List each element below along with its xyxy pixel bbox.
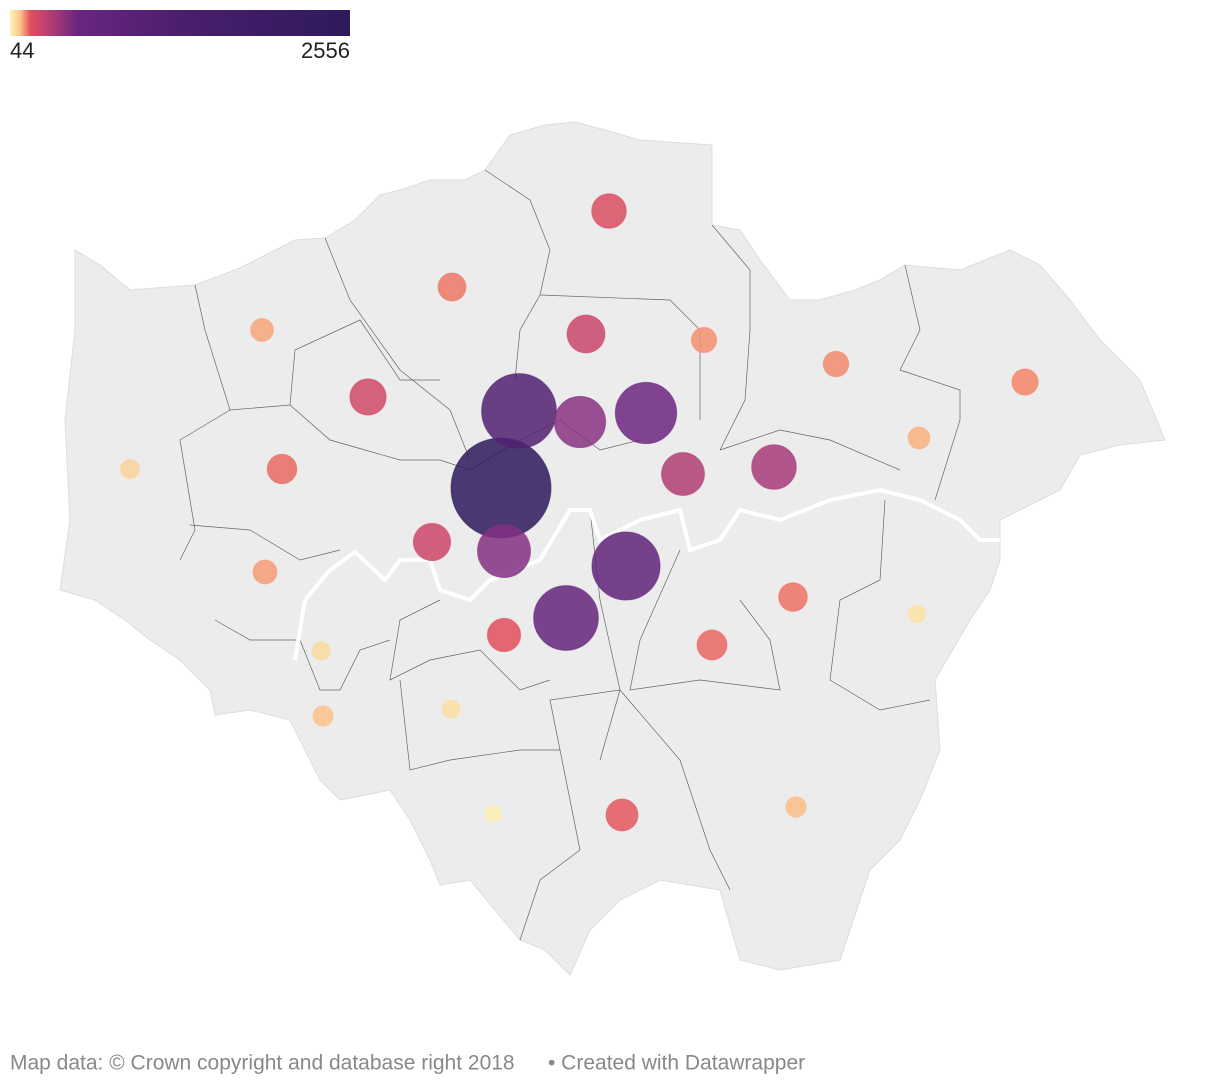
symbol	[822, 350, 850, 378]
symbol	[661, 452, 705, 496]
symbol	[690, 326, 718, 354]
symbol	[751, 444, 797, 490]
symbol	[553, 395, 607, 449]
footer-credit: • Created with Datawrapper	[548, 1052, 805, 1075]
symbol	[1011, 368, 1039, 396]
symbol	[441, 699, 461, 719]
symbol	[437, 272, 467, 302]
symbols	[120, 193, 1039, 832]
symbol	[250, 318, 274, 342]
symbol	[312, 705, 334, 727]
symbol	[252, 559, 278, 585]
symbol	[450, 437, 552, 539]
legend-max: 2556	[301, 38, 350, 63]
symbol	[486, 617, 522, 653]
symbol	[614, 381, 678, 445]
symbol	[778, 582, 808, 612]
symbol	[785, 796, 807, 818]
symbol	[120, 459, 140, 479]
symbol	[349, 378, 387, 416]
legend-min: 44	[10, 38, 34, 63]
symbol	[266, 453, 298, 485]
symbol	[311, 641, 331, 661]
symbol	[533, 585, 599, 651]
symbol	[907, 604, 927, 624]
symbol	[481, 373, 557, 449]
symbol	[907, 426, 931, 450]
symbol	[477, 524, 531, 578]
symbol	[591, 531, 661, 601]
legend-bar	[10, 10, 350, 36]
symbol	[566, 314, 606, 354]
symbol	[591, 193, 627, 229]
footer-source: Map data: © Crown copyright and database…	[10, 1052, 515, 1075]
symbol	[412, 522, 452, 562]
symbol	[605, 798, 639, 832]
symbol	[696, 629, 728, 661]
symbol	[484, 805, 502, 823]
river-thames	[293, 487, 1000, 661]
